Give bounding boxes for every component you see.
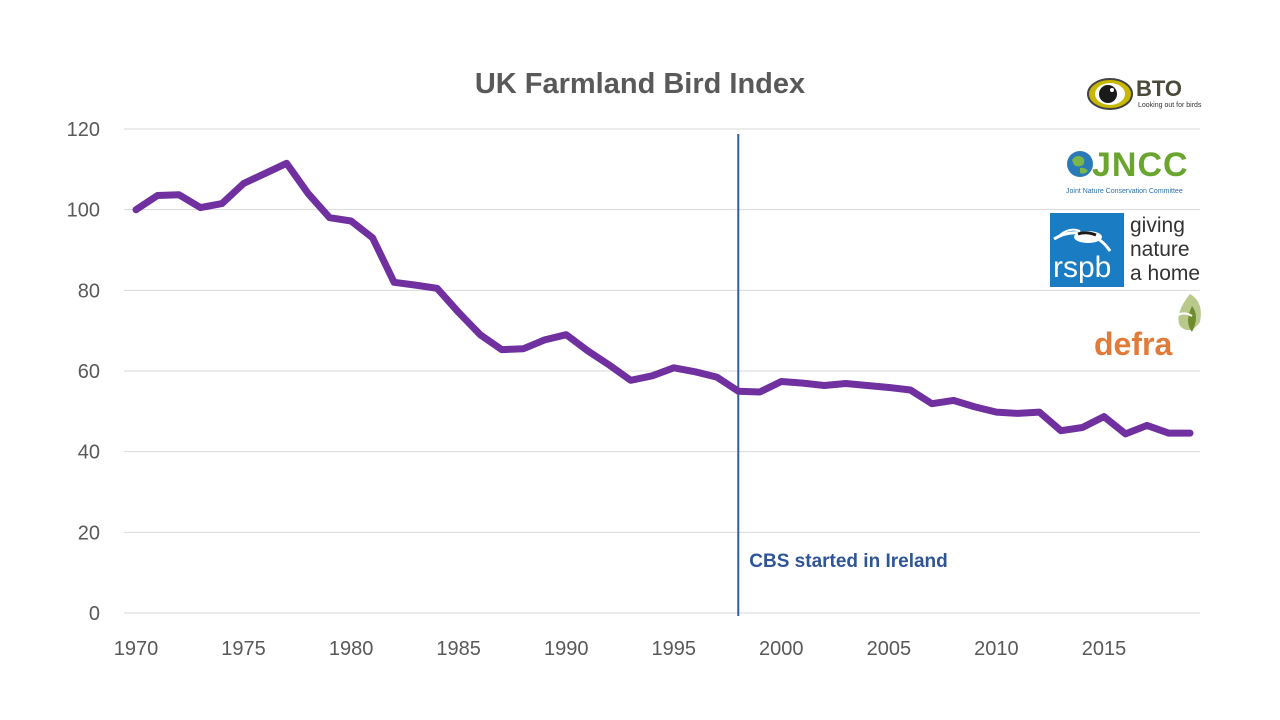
- jncc-tagline: Joint Nature Conservation Committee: [1066, 188, 1183, 195]
- x-tick-label: 1995: [652, 638, 697, 660]
- jncc-name: JNCC: [1092, 146, 1189, 184]
- x-tick-label: 1990: [544, 638, 589, 660]
- rspb-logo: rspb giving nature a home: [1050, 213, 1210, 287]
- jncc-logo: JNCC Joint Nature Conservation Committee: [1064, 146, 1200, 200]
- x-tick-label: 1975: [221, 638, 266, 660]
- bto-tagline: Looking out for birds: [1138, 102, 1202, 109]
- x-tick-label: 1980: [329, 638, 374, 660]
- rspb-avocet-icon: [1053, 228, 1112, 252]
- x-tick-label: 2015: [1082, 638, 1127, 660]
- y-tick-label: 120: [67, 119, 100, 141]
- x-tick-label: 2005: [867, 638, 912, 660]
- rspb-slogan-line-1: giving: [1130, 214, 1185, 237]
- rspb-slogan-line-2: nature: [1130, 238, 1190, 261]
- defra-name: defra: [1094, 326, 1173, 362]
- rspb-slogan-line-3: a home: [1130, 262, 1201, 285]
- series-line-0: [132, 159, 1194, 438]
- bto-logo: BTO Looking out for birds: [1086, 74, 1206, 114]
- x-tick-label: 1970: [114, 638, 159, 660]
- rspb-name: rspb: [1053, 251, 1112, 284]
- defra-logo: defra: [1094, 292, 1210, 362]
- x-tick-label: 1985: [436, 638, 481, 660]
- y-tick-label: 80: [78, 280, 100, 302]
- y-axis-ticks: 0 20 40 60 80 100 120: [67, 119, 100, 625]
- y-tick-label: 0: [89, 603, 100, 625]
- chart-title: UK Farmland Bird Index: [475, 68, 805, 100]
- jncc-globe-icon: [1067, 151, 1093, 177]
- x-axis-ticks: 1970 1975 1980 1985 1990 1995 2000 2005 2010 2015: [114, 638, 1126, 660]
- defra-leaf-icon: [1173, 294, 1201, 332]
- x-tick-label: 2010: [974, 638, 1019, 660]
- bto-name: BTO: [1136, 76, 1183, 101]
- grid: [124, 128, 1200, 614]
- y-tick-label: 60: [78, 361, 100, 383]
- annotation-label: CBS started in Ireland: [749, 551, 948, 572]
- y-tick-label: 100: [67, 200, 100, 222]
- bto-eye-icon: [1087, 78, 1133, 110]
- y-tick-label: 40: [78, 442, 100, 464]
- y-tick-label: 20: [78, 522, 100, 544]
- rspb-blue-square: rspb: [1050, 213, 1124, 287]
- x-tick-label: 2000: [759, 638, 804, 660]
- annotations: CBS started in Ireland: [737, 134, 948, 616]
- series: [132, 159, 1194, 438]
